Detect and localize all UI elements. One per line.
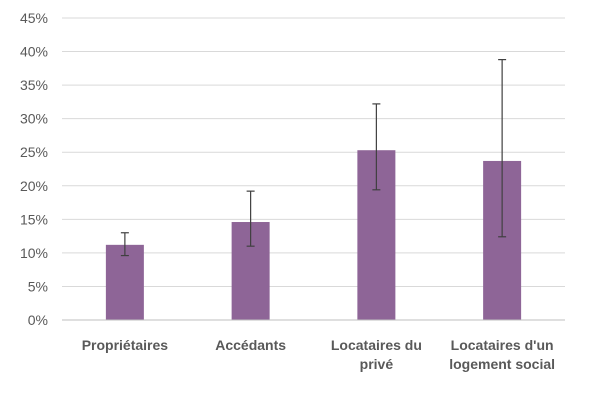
gridlines [62, 17, 565, 287]
error-bar [120, 232, 129, 257]
x-category-label-line: Locataires du [331, 337, 422, 353]
x-category-label-line: Accédants [215, 337, 286, 353]
error-bar [498, 59, 507, 238]
x-category-label: Propriétaires [82, 337, 169, 353]
error-bar [246, 190, 255, 247]
y-tick-label: 10% [20, 245, 48, 261]
y-tick-label: 45% [20, 10, 48, 26]
y-tick-label: 25% [20, 144, 48, 160]
y-tick-label: 5% [28, 278, 48, 294]
x-category-label-line: Propriétaires [82, 337, 169, 353]
bar [105, 244, 144, 320]
x-category-label-line: logement social [449, 356, 555, 372]
y-tick-label: 15% [20, 211, 48, 227]
y-tick-label: 40% [20, 44, 48, 60]
x-category-label-line: privé [360, 356, 394, 372]
y-tick-label: 35% [20, 77, 48, 93]
bars [105, 150, 522, 320]
y-axis-tick-labels: 0% 5% 10% 15% 20% 25% 30% 35% 40% 45% [20, 10, 48, 328]
y-tick-label: 30% [20, 111, 48, 127]
x-axis-category-labels: Propriétaires Accédants Locataires du privé… [82, 337, 555, 372]
x-category-label: Accédants [215, 337, 286, 353]
error-bar [372, 103, 381, 191]
x-category-label: Locataires du privé [331, 337, 422, 372]
error-bars [120, 59, 507, 257]
y-tick-label: 20% [20, 178, 48, 194]
y-tick-label: 0% [28, 312, 48, 328]
x-category-label-line: Locataires d'un [451, 337, 554, 353]
x-category-label: Locataires d'un logement social [449, 337, 555, 372]
